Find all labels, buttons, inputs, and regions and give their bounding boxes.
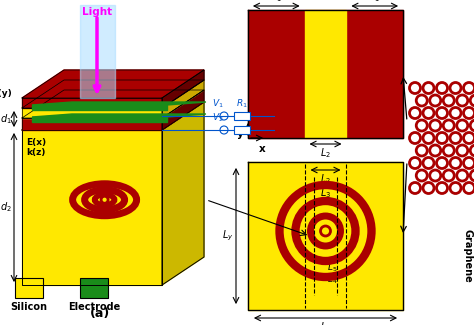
- Polygon shape: [22, 70, 204, 98]
- Circle shape: [410, 183, 420, 193]
- Circle shape: [423, 108, 434, 119]
- Polygon shape: [32, 114, 206, 117]
- Circle shape: [450, 158, 461, 168]
- Circle shape: [430, 170, 441, 181]
- Circle shape: [430, 145, 441, 156]
- Circle shape: [320, 226, 330, 236]
- Circle shape: [464, 83, 474, 94]
- Circle shape: [457, 145, 468, 156]
- Text: $R_1$: $R_1$: [236, 98, 248, 110]
- Bar: [15, 278, 43, 298]
- Circle shape: [464, 133, 474, 144]
- Circle shape: [410, 133, 420, 144]
- Bar: [80, 278, 108, 298]
- Circle shape: [457, 120, 468, 131]
- Circle shape: [423, 83, 434, 94]
- Circle shape: [423, 183, 434, 193]
- Text: $L_2$: $L_2$: [320, 172, 331, 186]
- Text: $d_1$: $d_1$: [0, 112, 12, 126]
- Polygon shape: [162, 102, 204, 285]
- Circle shape: [443, 145, 454, 156]
- Circle shape: [457, 95, 468, 106]
- Text: Light: Light: [82, 7, 112, 17]
- Circle shape: [470, 145, 474, 156]
- Text: $L_2$: $L_2$: [320, 146, 331, 160]
- Circle shape: [437, 108, 447, 119]
- Polygon shape: [32, 102, 206, 105]
- Polygon shape: [248, 162, 403, 310]
- Polygon shape: [22, 118, 162, 130]
- Circle shape: [457, 170, 468, 181]
- Polygon shape: [22, 98, 162, 108]
- Circle shape: [437, 183, 447, 193]
- Polygon shape: [22, 80, 204, 108]
- Polygon shape: [305, 10, 346, 138]
- Circle shape: [443, 95, 454, 106]
- Circle shape: [437, 83, 447, 94]
- Text: Silicon: Silicon: [10, 302, 47, 312]
- Polygon shape: [162, 90, 204, 130]
- Text: x: x: [259, 144, 265, 154]
- Circle shape: [423, 158, 434, 168]
- Polygon shape: [248, 10, 403, 138]
- Circle shape: [423, 133, 434, 144]
- Text: E(x): E(x): [26, 138, 46, 147]
- Text: k(z): k(z): [26, 148, 46, 157]
- Polygon shape: [22, 102, 204, 130]
- Circle shape: [470, 95, 474, 106]
- Circle shape: [430, 95, 441, 106]
- Circle shape: [450, 183, 461, 193]
- Text: Graphene: Graphene: [463, 229, 473, 283]
- Circle shape: [464, 183, 474, 193]
- Text: (a): (a): [90, 307, 110, 320]
- Text: $V_1$: $V_1$: [212, 98, 224, 110]
- Circle shape: [430, 120, 441, 131]
- Polygon shape: [162, 70, 204, 108]
- Polygon shape: [32, 117, 167, 122]
- Circle shape: [416, 95, 427, 106]
- Text: $L_5$: $L_5$: [328, 262, 338, 274]
- Bar: [234, 126, 250, 134]
- Text: $R_2$: $R_2$: [236, 111, 248, 124]
- Polygon shape: [22, 90, 204, 118]
- Circle shape: [450, 83, 461, 94]
- Text: H(y): H(y): [0, 89, 12, 98]
- Circle shape: [443, 120, 454, 131]
- Text: $L_1$: $L_1$: [369, 0, 380, 4]
- Circle shape: [470, 120, 474, 131]
- Text: $V_2$: $V_2$: [212, 111, 224, 124]
- Text: $d_2$: $d_2$: [0, 201, 12, 215]
- Text: $L_3$: $L_3$: [320, 186, 331, 200]
- Polygon shape: [22, 108, 162, 118]
- Circle shape: [410, 83, 420, 94]
- Circle shape: [437, 133, 447, 144]
- Circle shape: [416, 145, 427, 156]
- Circle shape: [416, 120, 427, 131]
- Text: $L_x$: $L_x$: [320, 320, 331, 325]
- Circle shape: [450, 108, 461, 119]
- Circle shape: [410, 158, 420, 168]
- Polygon shape: [162, 80, 204, 118]
- Circle shape: [450, 133, 461, 144]
- Polygon shape: [22, 130, 162, 285]
- Polygon shape: [32, 105, 167, 110]
- Circle shape: [464, 158, 474, 168]
- Bar: [234, 112, 250, 120]
- Ellipse shape: [101, 196, 108, 203]
- Text: $L_y$: $L_y$: [222, 229, 234, 243]
- Text: y: y: [237, 129, 244, 139]
- Circle shape: [416, 170, 427, 181]
- Circle shape: [443, 170, 454, 181]
- Polygon shape: [80, 5, 115, 98]
- Circle shape: [464, 108, 474, 119]
- Circle shape: [410, 108, 420, 119]
- Circle shape: [437, 158, 447, 168]
- Text: Electrode: Electrode: [68, 302, 120, 312]
- Text: $L_1$: $L_1$: [271, 0, 282, 4]
- Text: $L_4$: $L_4$: [328, 274, 338, 286]
- Circle shape: [470, 170, 474, 181]
